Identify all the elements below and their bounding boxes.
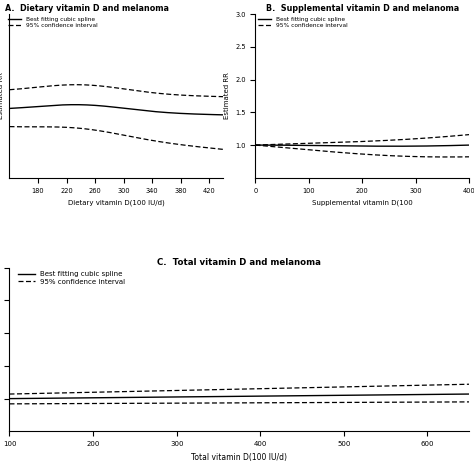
Title: B.  Supplemental vitamin D and melanoma: B. Supplemental vitamin D and melanoma [266,4,459,13]
Title: C.  Total vitamin D and melanoma: C. Total vitamin D and melanoma [157,258,321,267]
Legend: Best fitting cubic spline, 95% confidence interval: Best fitting cubic spline, 95% confidenc… [258,17,347,28]
Legend: Best fitting cubic spline, 95% confidence interval: Best fitting cubic spline, 95% confidenc… [18,271,126,284]
Y-axis label: Estimated RR: Estimated RR [0,73,4,119]
Legend: Best fitting cubic spline, 95% confidence interval: Best fitting cubic spline, 95% confidenc… [8,17,97,28]
X-axis label: Total vitamin D(100 IU/d): Total vitamin D(100 IU/d) [191,453,287,462]
X-axis label: Supplemental vitamin D(100: Supplemental vitamin D(100 [312,199,413,206]
Y-axis label: Estimated RR: Estimated RR [224,73,229,119]
Text: A.  Dietary vitamin D and melanoma: A. Dietary vitamin D and melanoma [5,4,169,13]
X-axis label: Dietary vitamin D(100 IU/d): Dietary vitamin D(100 IU/d) [68,199,165,206]
